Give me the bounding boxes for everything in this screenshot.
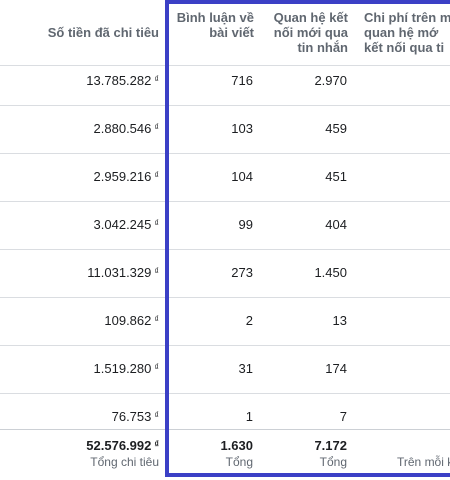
- table-row[interactable]: 2.880.546 ₫ 103 459: [0, 105, 450, 154]
- spend-cell: 3.042.245 ₫: [93, 217, 159, 232]
- spend-cell: 13.785.282 ₫: [86, 73, 159, 88]
- messaging-cell: 1.450: [314, 265, 347, 280]
- messaging-cell: 7: [339, 409, 347, 424]
- table-row[interactable]: 2.959.216 ₫ 104 451: [0, 153, 450, 202]
- total-spend-value: 52.576.992 ₫: [86, 438, 159, 453]
- messaging-cell: 174: [325, 361, 347, 376]
- total-comments-label: Tổng: [225, 455, 253, 469]
- spend-cell: 109.862 ₫: [104, 313, 159, 328]
- comments-cell: 2: [245, 313, 253, 328]
- totals-row: 52.576.992 ₫ Tổng chi tiêu 1.630 Tổng 7.1…: [0, 430, 450, 480]
- messaging-cell: 2.970: [314, 73, 347, 88]
- table-row[interactable]: 3.042.245 ₫ 99 404: [0, 201, 450, 250]
- total-spend-label: Tổng chi tiêu: [90, 455, 159, 469]
- spend-cell: 2.880.546 ₫: [93, 121, 159, 136]
- spend-cell: 1.519.280 ₫: [93, 361, 159, 376]
- column-header-messaging-connections[interactable]: Quan hệ kết nối mới qua tin nhắn: [273, 10, 348, 55]
- total-messaging-label: Tổng: [319, 455, 347, 469]
- column-header-post-comments[interactable]: Bình luận về bài viết: [176, 10, 254, 40]
- table-row[interactable]: 13.785.282 ₫ 716 2.970: [0, 57, 450, 106]
- comments-cell: 716: [231, 73, 253, 88]
- total-comments-value: 1.630: [220, 438, 253, 453]
- messaging-cell: 451: [325, 169, 347, 184]
- table-header: Số tiền đã chi tiêu Bình luận về bài viế…: [0, 0, 450, 66]
- column-header-cost-per-messaging-connection[interactable]: Chi phí trên m quan hệ mớ kết nối qua ti: [364, 10, 450, 55]
- spend-cell: 2.959.216 ₫: [93, 169, 159, 184]
- table-row[interactable]: 11.031.329 ₫ 273 1.450: [0, 249, 450, 298]
- spend-cell: 11.031.329 ₫: [87, 265, 159, 280]
- comments-cell: 1: [245, 409, 253, 424]
- table-row[interactable]: 76.753 ₫ 1 7: [0, 393, 450, 441]
- table-row[interactable]: 1.519.280 ₫ 31 174: [0, 345, 450, 394]
- messaging-cell: 404: [325, 217, 347, 232]
- comments-cell: 103: [231, 121, 253, 136]
- comments-cell: 31: [238, 361, 253, 376]
- spend-cell: 76.753 ₫: [111, 409, 159, 424]
- table-row[interactable]: 109.862 ₫ 2 13: [0, 297, 450, 346]
- comments-cell: 273: [231, 265, 253, 280]
- comments-cell: 99: [238, 217, 253, 232]
- column-header-amount-spent[interactable]: Số tiền đã chi tiêu: [47, 25, 159, 40]
- messaging-cell: 13: [332, 313, 347, 328]
- total-messaging-value: 7.172: [314, 438, 347, 453]
- messaging-cell: 459: [325, 121, 347, 136]
- totals-divider: [0, 429, 450, 430]
- comments-cell: 104: [231, 169, 253, 184]
- total-cost-label: Trên mỗi k: [397, 455, 450, 469]
